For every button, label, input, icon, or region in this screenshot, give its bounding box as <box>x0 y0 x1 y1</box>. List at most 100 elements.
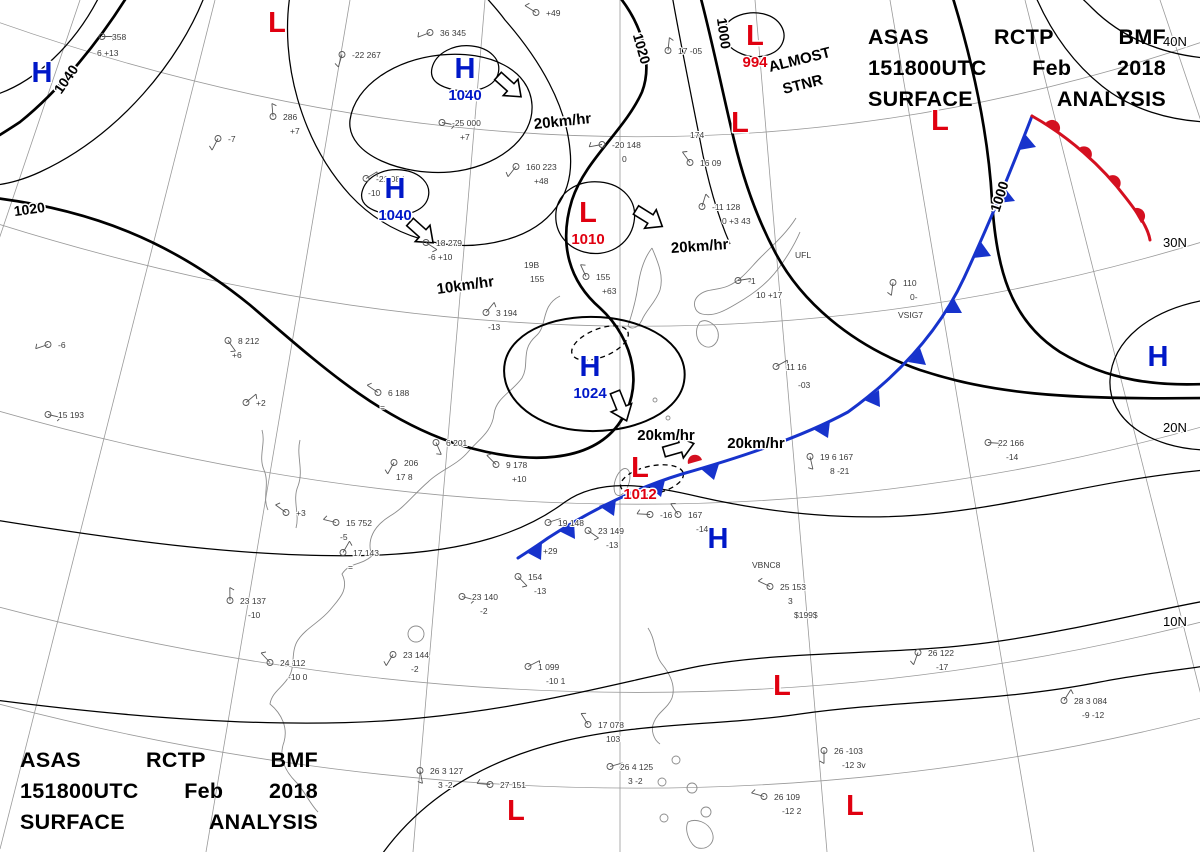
station-plot: 3 194 <box>482 302 519 319</box>
wind-barb <box>670 502 679 515</box>
movement-speed-label: 20km/hr <box>670 236 729 257</box>
cold-front-pip <box>864 390 880 407</box>
station-text: 19 148 <box>558 518 584 528</box>
isobar <box>1036 0 1200 123</box>
title-line: SURFACE ANALYSIS <box>20 810 318 834</box>
station-plot: 160 223 <box>505 161 558 177</box>
chart-title-top-right: ASAS RCTP BMF 151800UTC Feb 2018 SURFACE A… <box>868 22 1166 115</box>
station-circle <box>734 277 742 284</box>
station-circle <box>44 411 52 418</box>
station-circle <box>482 309 490 316</box>
station-plot: -10 <box>247 609 262 621</box>
chart-title-bottom-left: ASAS RCTP BMF 151800UTC Feb 2018 SURFACE A… <box>20 745 318 838</box>
station-plot: -13 <box>487 321 502 333</box>
station-plot: 154 <box>514 571 543 588</box>
station-text: 174 <box>690 130 704 140</box>
station-text: 19 6 167 <box>820 452 853 462</box>
station-text: +49 <box>546 8 561 18</box>
movement-speed-label: 20km/hr <box>637 427 695 444</box>
station-plot: 24 112 <box>260 651 307 669</box>
station-text: 17 143 <box>353 548 379 558</box>
station-plot: 26 109 <box>751 789 801 803</box>
longitude-line <box>889 0 1035 852</box>
station-circle <box>606 763 614 770</box>
pressure-center-high: H <box>1148 341 1169 373</box>
station-text: -6 +10 <box>428 252 453 262</box>
station-text: 0 <box>622 154 627 164</box>
station-plot: -2 <box>479 605 489 617</box>
wind-barb <box>887 282 894 296</box>
station-text: -9 -12 <box>1082 710 1104 720</box>
wind-barb <box>229 587 235 601</box>
station-text: 160 223 <box>526 162 557 172</box>
coastline-mindanao <box>686 820 714 849</box>
station-text: -2 <box>480 606 488 616</box>
station-text: 286 <box>283 112 297 122</box>
station-plot: +63 <box>601 285 618 297</box>
movement-arrow <box>661 435 696 460</box>
station-plot: -9 -12 <box>1081 709 1105 721</box>
wind-barb <box>334 54 343 68</box>
title-line: ASAS RCTP BMF <box>20 748 318 772</box>
wind-barb <box>987 442 1002 448</box>
station-text: -11 128 <box>712 202 740 212</box>
longitude-line <box>0 0 81 238</box>
coastline-ryukyu <box>665 415 671 421</box>
station-text: -25 000 <box>452 118 481 128</box>
station-text: VBNC8 <box>752 560 781 570</box>
station-text: -2 <box>411 664 419 674</box>
station-circle <box>266 659 274 666</box>
station-text: 8 -21 <box>830 466 850 476</box>
station-plot: +29 <box>542 545 559 557</box>
station-circle <box>332 519 340 526</box>
pressure-center-high: H <box>708 523 729 555</box>
station-plot: -03 <box>797 379 812 391</box>
latitude-line <box>0 410 1200 505</box>
isobar-value-label: 1000 <box>714 17 734 50</box>
station-plot: 8 212 <box>224 335 261 353</box>
wind-barb <box>1063 689 1074 701</box>
wind-barb <box>417 32 431 38</box>
wind-barb <box>476 779 491 785</box>
pressure-center-low: L <box>507 795 525 827</box>
coastline-hainan <box>407 625 425 643</box>
station-text: 3 <box>788 596 793 606</box>
cold-front-pip <box>908 348 926 365</box>
coastline-korea <box>627 247 662 329</box>
station-text: 3 -2 <box>628 776 643 786</box>
station-text: 23 149 <box>598 526 624 536</box>
pressure-center-value: 1024 <box>573 385 607 402</box>
wind-barb <box>384 462 395 475</box>
wind-barb <box>271 103 277 117</box>
station-plot: -11 128 <box>698 193 741 213</box>
annotation-text: STNR <box>781 71 825 97</box>
station-text: -13 <box>534 586 547 596</box>
station-circle <box>806 453 814 460</box>
station-text: +6 <box>232 350 242 360</box>
station-text: 18 279 <box>436 238 462 248</box>
latitude-line <box>0 22 1200 138</box>
wind-barb <box>757 577 771 587</box>
station-text: 8 212 <box>238 336 260 346</box>
station-plot: -14 <box>695 523 710 535</box>
longitude-line <box>0 0 216 850</box>
coastline-island <box>671 755 681 765</box>
isobar <box>672 0 731 245</box>
pressure-center-value: 1010 <box>571 231 604 248</box>
station-text: 358 <box>112 32 126 42</box>
wind-barb <box>682 151 691 163</box>
pressure-center-value: 1012 <box>623 486 656 503</box>
station-plot: 23 137 <box>226 587 267 607</box>
fronts <box>516 114 1152 560</box>
cold-front-pip <box>648 480 665 497</box>
station-plot: 17 078 <box>580 712 625 731</box>
wind-barb <box>587 530 599 541</box>
station-circle <box>390 459 398 466</box>
wind-barb <box>441 122 456 129</box>
station-text: 3 194 <box>496 308 518 318</box>
station-plot: -16 <box>636 509 674 521</box>
station-plot: 110 <box>887 277 918 296</box>
station-plot: 3 -2 <box>437 779 454 791</box>
